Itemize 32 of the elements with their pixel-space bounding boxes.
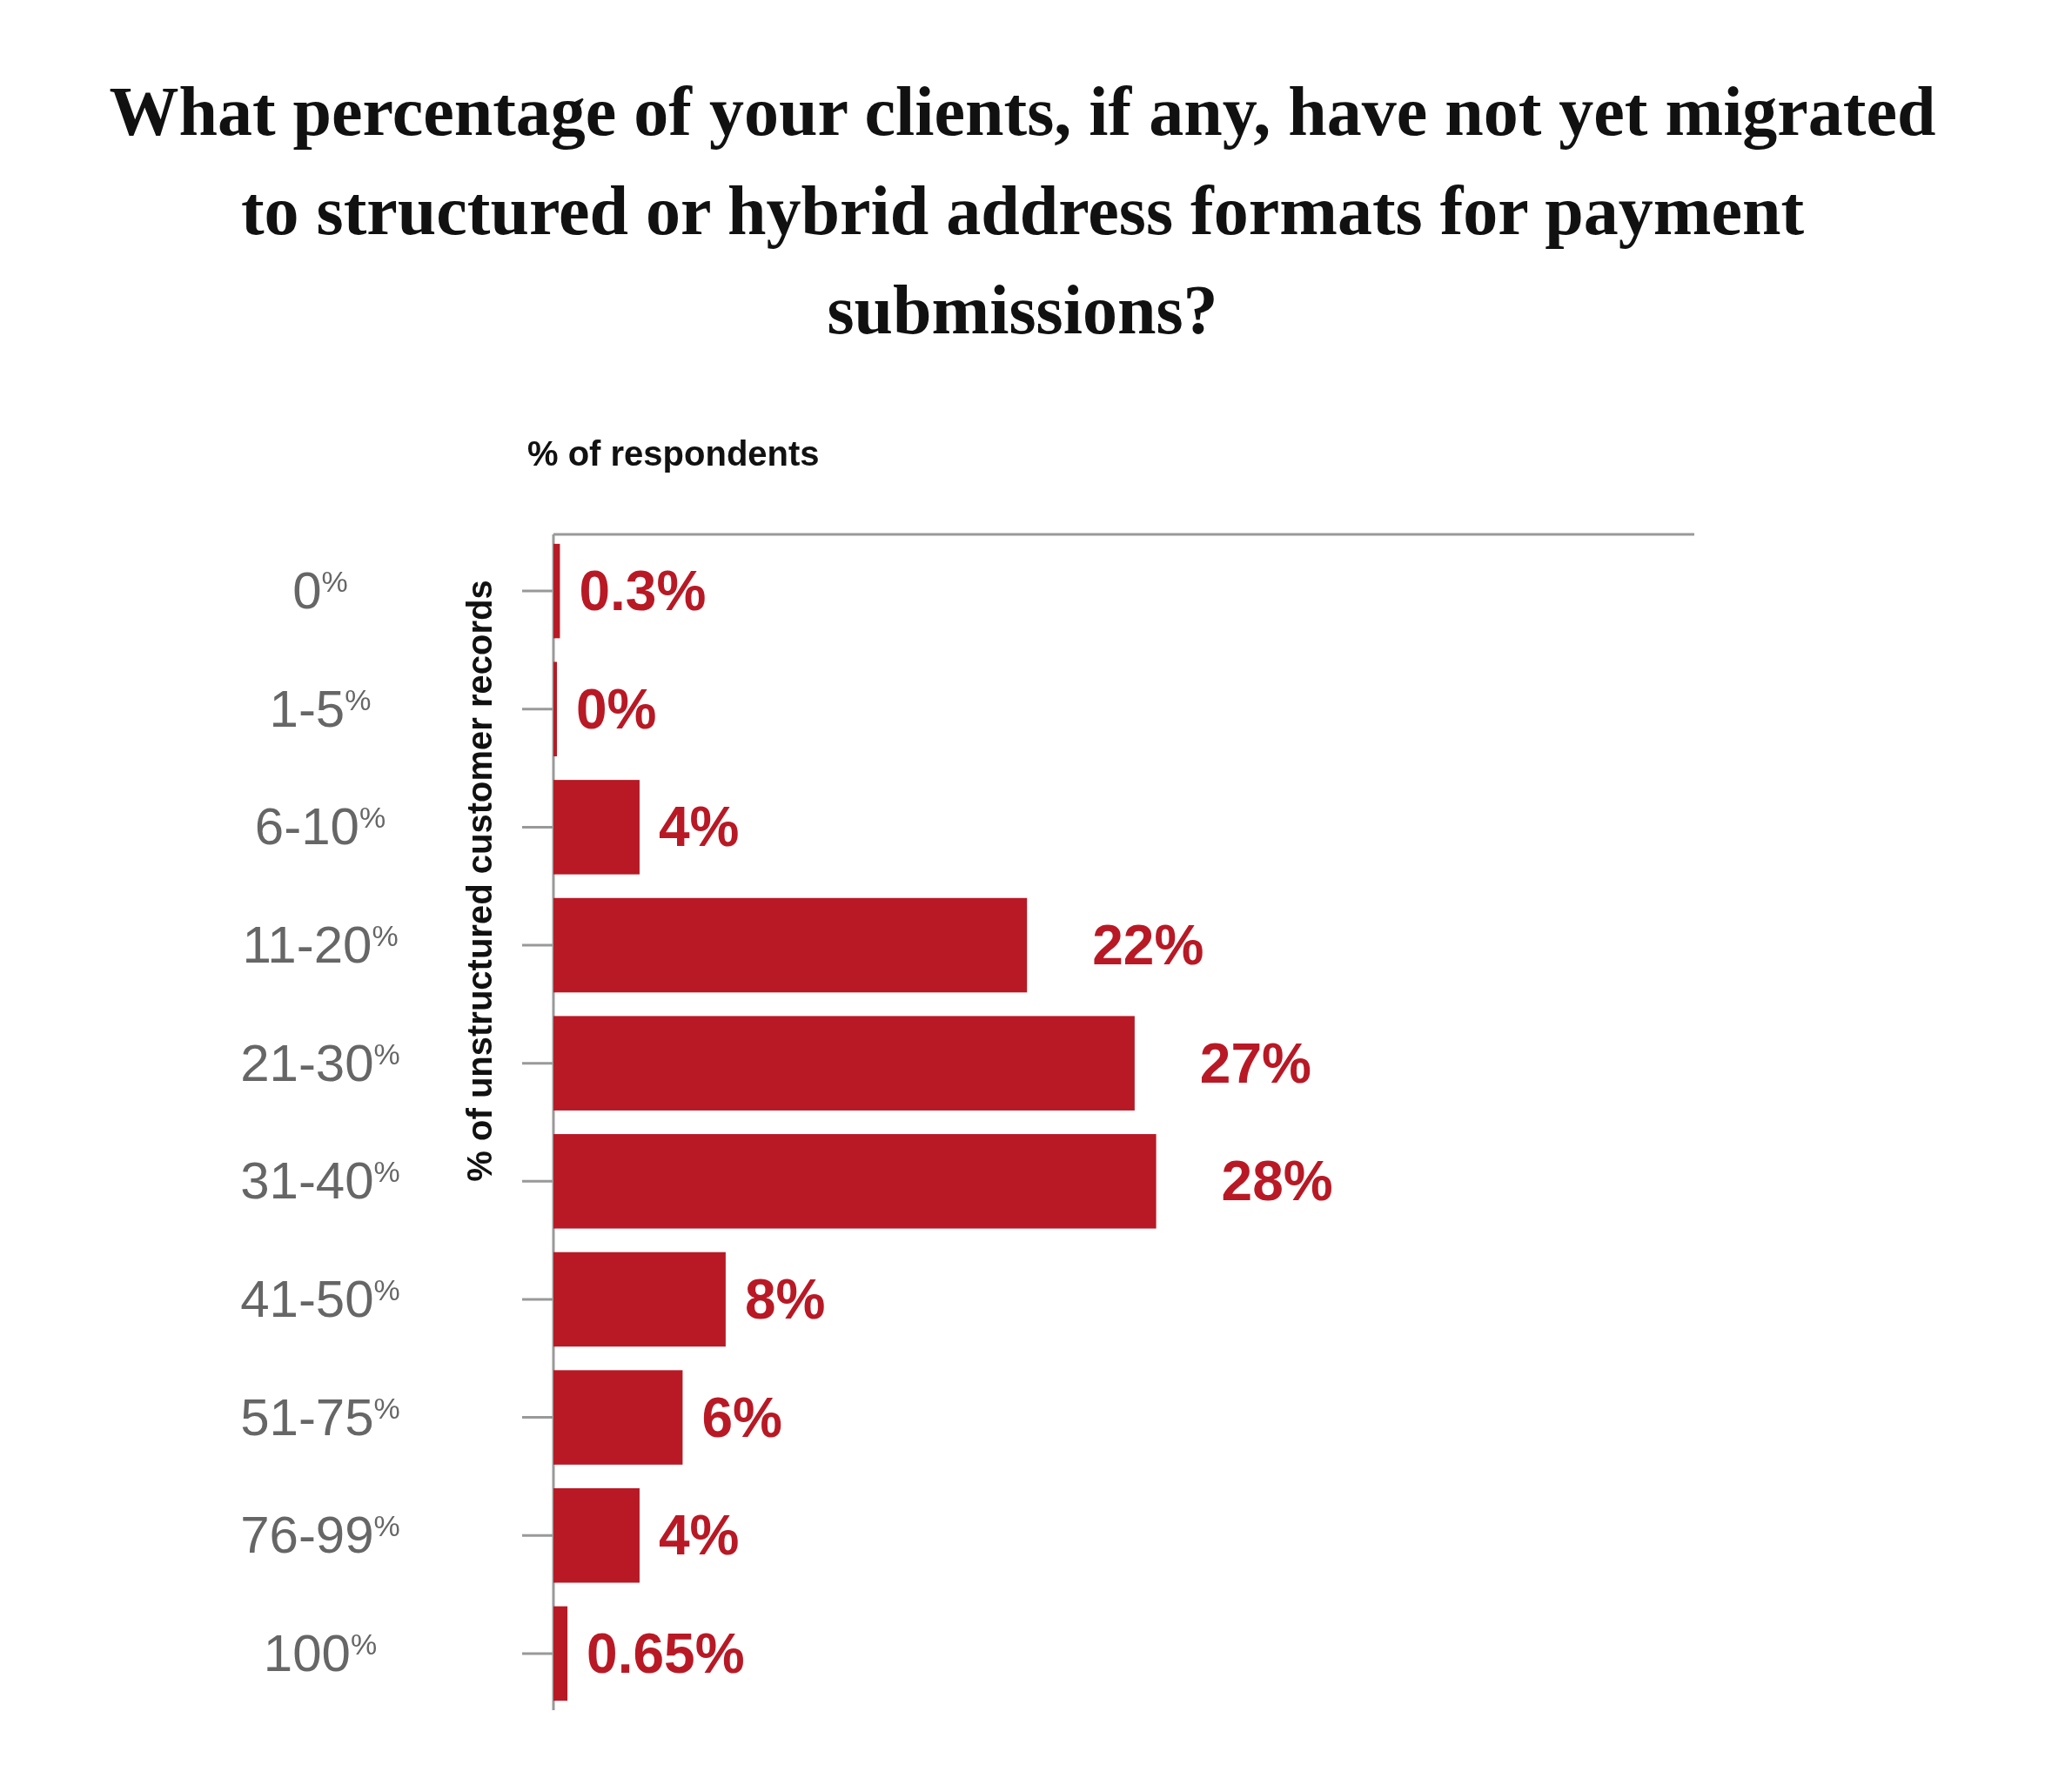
data-label: 4% (658, 795, 740, 859)
y-tick-label: 41-50$^{%}$ (240, 1269, 400, 1328)
data-label: 0% (576, 677, 657, 741)
y-tick-label: 1-5$^{%}$ (269, 679, 372, 738)
data-label: 27% (1199, 1031, 1311, 1095)
data-label: 6% (701, 1386, 782, 1449)
y-tick-label: 6-10$^{%}$ (254, 797, 386, 856)
y-tick-label: 31-40$^{%}$ (240, 1151, 400, 1211)
x-axis-title: % of respondents (527, 434, 820, 473)
bar (553, 543, 560, 639)
data-label: 8% (744, 1267, 826, 1331)
y-tick-label: 11-20$^{%}$ (242, 916, 399, 975)
y-tick-label: 21-30$^{%}$ (240, 1033, 400, 1092)
bar (553, 1134, 1157, 1229)
bar (553, 1487, 640, 1583)
bar (553, 1370, 683, 1465)
data-label: 0.65% (587, 1621, 745, 1685)
data-label: 28% (1221, 1150, 1333, 1213)
bar (553, 1252, 726, 1347)
bar (553, 897, 1028, 993)
y-axis-title: % of unstructured customer records (460, 580, 499, 1182)
data-label: 4% (658, 1504, 740, 1567)
y-tick-label: 76-99$^{%}$ (240, 1506, 400, 1565)
y-tick-label: 0$^{%}$ (292, 561, 348, 621)
chart-title: What percentage of your clients, if any, have not yet migrated to structured or hybrid address formats for payment submissions? (109, 73, 1936, 348)
y-tick-label: 100$^{%}$ (263, 1623, 378, 1682)
data-label: 22% (1092, 914, 1204, 977)
bar (553, 780, 640, 875)
bar (553, 1016, 1135, 1111)
data-label: 0.3% (579, 560, 707, 623)
y-tick-label: 51-75$^{%}$ (240, 1387, 400, 1446)
bar (553, 1606, 568, 1701)
